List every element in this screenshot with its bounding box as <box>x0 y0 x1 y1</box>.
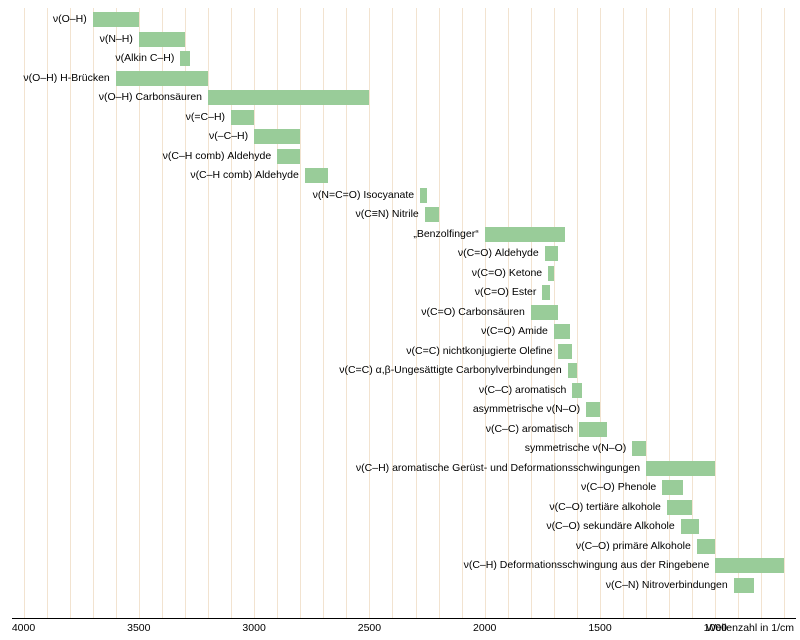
band-label: symmetrische ν(N–O) <box>525 442 627 454</box>
band-label: ν(C–H comb) Aldehyde <box>190 169 299 181</box>
x-tick-label: 2000 <box>473 622 496 634</box>
band-bar <box>420 188 427 203</box>
x-tick-label: 2500 <box>358 622 381 634</box>
band-label: ν(C–O) primäre Alkohole <box>576 540 691 552</box>
band-bar <box>681 519 699 534</box>
band-bar <box>548 266 554 281</box>
band-bar <box>139 32 185 47</box>
gridline <box>416 8 417 618</box>
band-bar <box>425 207 439 222</box>
band-label: ν(C=O) Carbonsäuren <box>421 306 525 318</box>
band-label: ν(C–O) Phenole <box>581 481 656 493</box>
band-label: asymmetrische ν(N–O) <box>473 403 580 415</box>
band-bar <box>554 324 570 339</box>
band-bar <box>568 363 577 378</box>
band-label: „Benzolfinger“ <box>413 228 478 240</box>
band-label: ν(O–H) Carbonsäuren <box>99 91 202 103</box>
band-label: ν(=C–H) <box>186 111 225 123</box>
band-bar <box>208 90 369 105</box>
gridline <box>47 8 48 618</box>
band-bar <box>545 246 559 261</box>
band-label: ν(N=C=O) Isocyanate <box>313 189 415 201</box>
gridline <box>369 8 370 618</box>
band-label: ν(C=C) nichtkonjugierte Olefine <box>406 345 552 357</box>
band-label: ν(C–O) sekundäre Alkohole <box>546 520 674 532</box>
band-bar <box>662 480 683 495</box>
band-label: ν(C–H comb) Aldehyde <box>163 150 272 162</box>
x-tick-label: 4000 <box>12 622 35 634</box>
gridline <box>70 8 71 618</box>
x-tick-label: 3000 <box>242 622 265 634</box>
gridline <box>715 8 716 618</box>
gridline <box>93 8 94 618</box>
band-label: ν(O–H) H-Brücken <box>23 72 109 84</box>
band-label: ν(C=C) α,β-Ungesättigte Carbonylverbindu… <box>339 364 562 376</box>
band-label: ν(–C–H) <box>209 130 248 142</box>
band-bar <box>531 305 559 320</box>
band-bar <box>734 578 755 593</box>
band-label: ν(N–H) <box>100 33 133 45</box>
band-label: ν(C–O) tertiäre alkohole <box>549 501 660 513</box>
band-bar <box>558 344 572 359</box>
band-label: ν(C–N) Nitroverbindungen <box>606 579 728 591</box>
band-bar <box>305 168 328 183</box>
band-label: ν(C–H) aromatische Gerüst- und Deformati… <box>356 462 640 474</box>
band-bar <box>579 422 607 437</box>
gridline <box>761 8 762 618</box>
gridline <box>392 8 393 618</box>
band-bar <box>231 110 254 125</box>
band-label: ν(C=O) Ester <box>475 286 537 298</box>
band-bar <box>542 285 550 300</box>
gridline <box>784 8 785 618</box>
band-bar <box>277 149 300 164</box>
gridline <box>24 8 25 618</box>
band-bar <box>646 461 715 476</box>
plot-area: ν(O–H) ν(N–H) ν(Alkin C–H) ν(O–H) H-Brücken… <box>12 8 796 618</box>
band-bar <box>93 12 139 27</box>
band-label: ν(C–H) Deformationsschwingung aus der Ri… <box>464 559 710 571</box>
band-bar <box>254 129 300 144</box>
band-label: ν(C=O) Ketone <box>472 267 542 279</box>
ir-bands-chart: ν(O–H) ν(N–H) ν(Alkin C–H) ν(O–H) H-Brücken… <box>0 0 800 640</box>
gridline <box>738 8 739 618</box>
band-bar <box>572 383 581 398</box>
x-axis-title: Wellenzahl in 1/cm <box>706 622 794 634</box>
band-bar <box>697 539 715 554</box>
x-axis-line <box>12 618 796 619</box>
band-label: ν(C=O) Aldehyde <box>458 247 539 259</box>
band-bar <box>632 441 646 456</box>
band-bar <box>485 227 566 242</box>
band-label: ν(C–C) aromatisch <box>486 423 574 435</box>
x-tick-label: 3500 <box>127 622 150 634</box>
band-label: ν(Alkin C–H) <box>115 52 174 64</box>
x-tick-label: 1500 <box>588 622 611 634</box>
band-label: ν(C–C) aromatisch <box>479 384 567 396</box>
band-bar <box>116 71 208 86</box>
band-bar <box>586 402 600 417</box>
band-label: ν(C=O) Amide <box>481 325 548 337</box>
band-bar <box>180 51 189 66</box>
band-bar <box>667 500 692 515</box>
band-label: ν(C≡N) Nitrile <box>355 208 418 220</box>
band-label: ν(O–H) <box>53 13 87 25</box>
band-bar <box>715 558 784 573</box>
